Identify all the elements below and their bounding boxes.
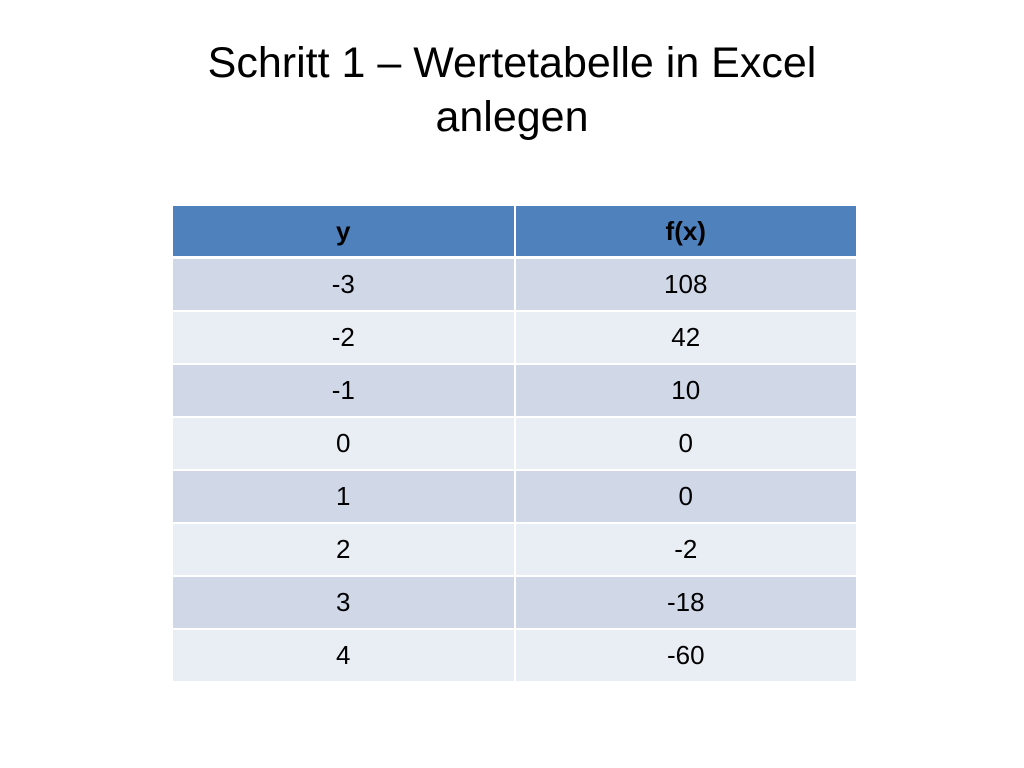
table-row: 2 -2 <box>173 523 856 577</box>
table-row: -2 42 <box>173 311 856 365</box>
table-row: 0 0 <box>173 417 856 471</box>
slide-title-line-1: Schritt 1 – Wertetabelle in Excel <box>207 39 817 87</box>
slide-title-line-2: anlegen <box>435 93 589 141</box>
cell-fx: 0 <box>514 417 856 471</box>
table-row: -1 10 <box>173 364 856 418</box>
header-cell-fx: f(x) <box>514 206 856 259</box>
cell-y: 1 <box>173 470 516 524</box>
table-row: 1 0 <box>173 470 856 524</box>
cell-fx: -2 <box>514 523 856 577</box>
value-table: y f(x) -3 108 -2 42 -1 10 0 0 1 0 2 -2 3 <box>173 206 856 683</box>
cell-y: -1 <box>173 364 516 418</box>
table-body: -3 108 -2 42 -1 10 0 0 1 0 2 -2 3 -18 4 <box>173 257 856 683</box>
cell-y: 4 <box>173 629 516 683</box>
cell-fx: -18 <box>514 576 856 630</box>
cell-y: -2 <box>173 311 516 365</box>
cell-fx: -60 <box>514 629 856 683</box>
header-cell-y: y <box>173 206 516 259</box>
table-row: 3 -18 <box>173 576 856 630</box>
cell-fx: 0 <box>514 470 856 524</box>
table-row: 4 -60 <box>173 629 856 683</box>
header-row: y f(x) <box>173 206 856 259</box>
cell-y: -3 <box>173 257 516 312</box>
cell-fx: 10 <box>514 364 856 418</box>
cell-fx: 108 <box>514 257 856 312</box>
table-row: -3 108 <box>173 257 856 312</box>
cell-y: 2 <box>173 523 516 577</box>
cell-fx: 42 <box>514 311 856 365</box>
cell-y: 3 <box>173 576 516 630</box>
cell-y: 0 <box>173 417 516 471</box>
table-header: y f(x) <box>173 206 856 259</box>
slide-title: Schritt 1 – Wertetabelle in Excel anlege… <box>62 36 962 144</box>
